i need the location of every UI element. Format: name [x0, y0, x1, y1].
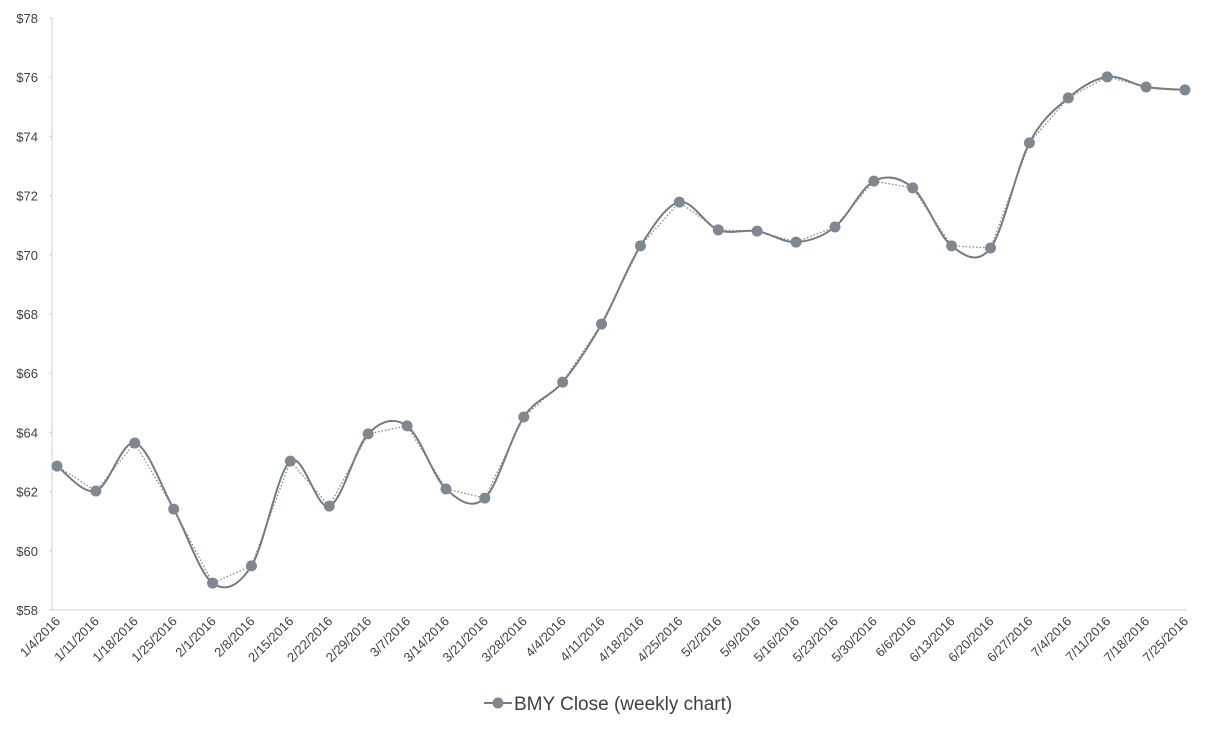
data-point: [168, 503, 180, 515]
legend-marker: [492, 697, 504, 709]
data-point: [985, 242, 997, 254]
data-point: [673, 196, 685, 208]
data-point: [51, 460, 63, 472]
data-point: [634, 240, 646, 252]
y-tick-label: $64: [16, 425, 38, 440]
data-point: [90, 485, 102, 497]
y-tick-label: $72: [16, 189, 38, 204]
x-tick-label: 2/1/2016: [172, 614, 218, 660]
data-point: [284, 455, 296, 467]
data-point: [362, 428, 374, 440]
data-point: [790, 236, 802, 248]
y-tick-label: $68: [16, 307, 38, 322]
data-point: [207, 577, 219, 589]
data-point: [129, 437, 141, 449]
data-point: [479, 492, 491, 504]
data-point: [751, 225, 763, 237]
data-point: [712, 224, 724, 236]
y-tick-label: $74: [16, 129, 38, 144]
series-line: [56, 75, 1186, 589]
data-point: [868, 175, 880, 187]
data-point: [323, 500, 335, 512]
data-point: [1023, 137, 1035, 149]
y-tick-label: $60: [16, 544, 38, 559]
x-tick-label: 5/2/2016: [678, 614, 724, 660]
data-point: [829, 221, 841, 233]
data-point: [946, 240, 958, 252]
data-point: [245, 560, 257, 572]
data-point: [518, 411, 530, 423]
data-point: [907, 182, 919, 194]
data-point: [557, 376, 569, 388]
y-tick-label: $62: [16, 485, 38, 500]
data-point: [1140, 81, 1152, 93]
legend-label: BMY Close (weekly chart): [514, 694, 732, 715]
series-connector: [56, 76, 1186, 584]
y-tick-label: $70: [16, 248, 38, 263]
data-point: [401, 420, 413, 432]
y-tick-label: $58: [16, 603, 38, 618]
y-tick-label: $76: [16, 70, 38, 85]
data-point: [1062, 92, 1074, 104]
data-point: [596, 318, 608, 330]
y-tick-label: $66: [16, 366, 38, 381]
y-tick-label: $78: [16, 11, 38, 26]
data-point: [1179, 84, 1191, 96]
data-point: [1101, 71, 1113, 83]
data-point: [440, 483, 452, 495]
